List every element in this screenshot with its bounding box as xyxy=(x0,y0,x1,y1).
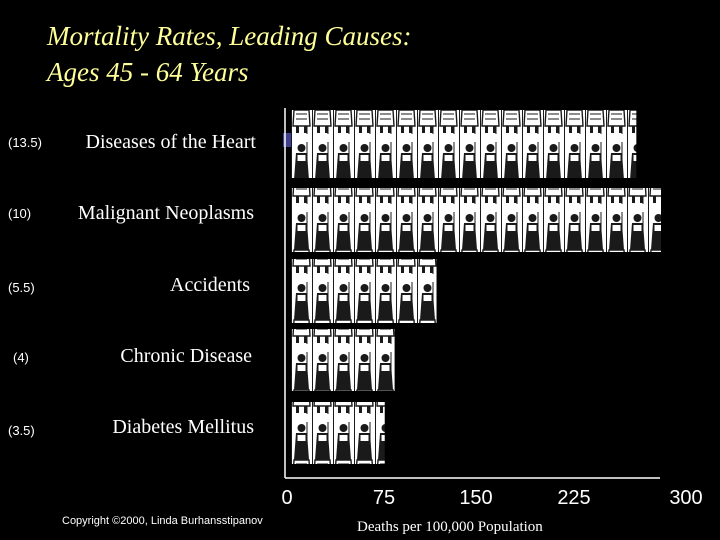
category-label-chronic-disease: Chronic Disease xyxy=(120,345,252,367)
x-tick-label-0: 0 xyxy=(281,487,293,509)
x-tick-label-75: 75 xyxy=(372,487,396,509)
value-label-diabetes-mellitus: (3.5) xyxy=(8,423,35,438)
bar-chronic-disease xyxy=(291,329,395,391)
category-label-accidents: Accidents xyxy=(170,274,250,296)
category-label-malignant-neoplasms: Malignant Neoplasms xyxy=(77,202,254,224)
x-axis-label: Deaths per 100,000 Population xyxy=(357,519,543,535)
chart-title-line-2: Ages 45 - 64 Years xyxy=(47,57,249,87)
value-label-heart-disease: (13.5) xyxy=(8,135,42,150)
x-tick-label-300: 300 xyxy=(669,487,703,509)
x-tick-label-150: 150 xyxy=(459,487,493,509)
chart-title-line-1: Mortality Rates, Leading Causes: xyxy=(47,21,412,51)
value-label-accidents: (5.5) xyxy=(8,280,35,295)
category-label-diabetes-mellitus: Diabetes Mellitus xyxy=(112,416,254,438)
x-tick-label-225: 225 xyxy=(557,487,591,509)
bar-malignant-neoplasms xyxy=(291,188,661,252)
bar-group xyxy=(291,110,661,464)
value-label-malignant-neoplasms: (10) xyxy=(8,206,32,221)
bar-diabetes-mellitus xyxy=(291,402,385,464)
copyright-notice: Copyright ©2000, Linda Burhansstipanov xyxy=(62,515,263,527)
chart-title: Mortality Rates, Leading Causes: Ages 45… xyxy=(47,18,411,90)
category-label-heart-disease: Diseases of the Heart xyxy=(85,131,257,153)
value-label-chronic-disease: (4) xyxy=(13,350,29,365)
bar-accidents xyxy=(291,259,437,323)
bar-heart-disease xyxy=(291,110,637,178)
